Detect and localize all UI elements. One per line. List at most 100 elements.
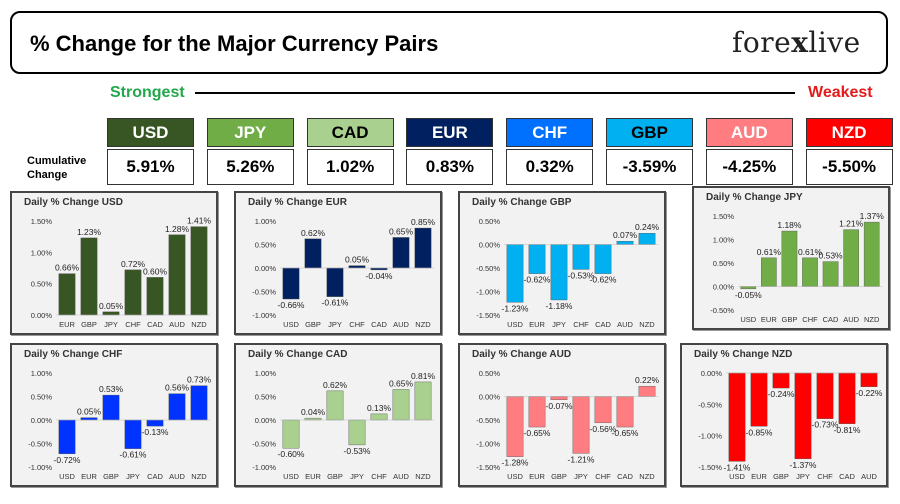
currency-code: EUR <box>406 118 494 147</box>
y-tick-label: 0.00% <box>255 416 277 425</box>
x-category-label: NZD <box>639 320 655 329</box>
cumulative-change-value: 0.83% <box>406 149 494 185</box>
data-label: -0.61% <box>120 450 147 460</box>
data-label: -0.05% <box>735 290 762 300</box>
chart-title: Daily % Change CAD <box>248 349 348 360</box>
chart-panel-1: Daily % Change EUR -1.00% -0.50% 0.00% 0.50%… <box>234 191 442 335</box>
data-label: -0.22% <box>856 388 883 398</box>
bar-jpy <box>102 311 120 316</box>
y-tick-label: 0.00% <box>713 283 735 292</box>
data-label: -0.66% <box>278 300 305 310</box>
cumulative-change-value: -3.59% <box>606 149 693 185</box>
data-label: -1.21% <box>568 454 595 464</box>
y-tick-label: -1.50% <box>698 463 722 472</box>
currency-tile-cad: CAD 1.02% <box>306 118 394 185</box>
bar-chart: -1.50% -1.00% -0.50% 0.00% 0.50% -1.28% USD -0.… <box>476 369 659 481</box>
data-label: -1.23% <box>502 303 529 313</box>
x-category-label: EUR <box>529 472 545 481</box>
data-label: 0.53% <box>99 384 124 394</box>
x-category-label: NZD <box>864 315 880 324</box>
bar-aud <box>392 389 410 421</box>
data-label: -0.53% <box>344 446 371 456</box>
x-category-label: AUD <box>169 320 185 329</box>
chart-panel-3: Daily % Change JPY -0.50% 0.00% 0.50% 1.00% 1… <box>692 186 890 330</box>
x-category-label: USD <box>507 472 523 481</box>
x-category-label: EUR <box>751 472 767 481</box>
bar-gbp <box>781 230 798 287</box>
bar-nzd <box>190 385 208 421</box>
chart-panel-0: Daily % Change USD 0.00% 0.50% 1.00% 1.50% 0.… <box>10 191 218 335</box>
data-label: 0.66% <box>55 263 80 273</box>
y-tick-label: 1.00% <box>31 369 53 378</box>
data-label: 1.21% <box>839 219 864 229</box>
data-label: 0.72% <box>121 259 146 269</box>
x-category-label: AUD <box>617 320 633 329</box>
data-label: -1.37% <box>790 460 817 470</box>
data-label: 1.37% <box>860 211 885 221</box>
x-category-label: CHF <box>125 320 141 329</box>
data-label: 1.41% <box>187 216 212 226</box>
x-category-label: GBP <box>782 315 798 324</box>
y-tick-label: 0.50% <box>479 369 501 378</box>
data-label: 0.62% <box>301 228 326 238</box>
y-tick-label: -0.50% <box>698 400 722 409</box>
y-tick-label: -1.00% <box>252 463 276 472</box>
currency-code: GBP <box>606 118 693 147</box>
x-category-label: CAD <box>839 472 855 481</box>
cumulative-change-value: 0.32% <box>506 149 594 185</box>
data-label: -0.04% <box>366 271 393 281</box>
y-tick-label: 0.00% <box>31 416 53 425</box>
bar-chf <box>348 265 366 269</box>
currency-code: CAD <box>306 118 394 147</box>
bar-jpy <box>326 267 344 297</box>
bar-aud <box>392 237 410 269</box>
bar-cad <box>616 396 634 428</box>
x-category-label: USD <box>507 320 523 329</box>
x-category-label: GBP <box>327 472 343 481</box>
y-tick-label: 1.00% <box>255 369 277 378</box>
chart-title: Daily % Change GBP <box>472 197 572 208</box>
chart-panel-7: Daily % Change NZD -1.50% -1.00% -0.50% 0.00… <box>680 343 888 487</box>
y-tick-label: -1.00% <box>476 440 500 449</box>
y-tick-label: 1.50% <box>31 217 53 226</box>
bar-chart: -1.50% -1.00% -0.50% 0.00% -1.41%USD -0.85% EU… <box>698 369 883 481</box>
currency-code: USD <box>107 118 194 147</box>
x-category-label: CHF <box>349 320 365 329</box>
bar-nzd <box>638 385 656 397</box>
x-category-label: GBP <box>305 320 321 329</box>
y-tick-label: -1.50% <box>476 463 500 472</box>
x-category-label: GBP <box>551 472 567 481</box>
bar-cad <box>594 244 612 274</box>
x-category-label: CHF <box>802 315 818 324</box>
x-category-label: AUD <box>169 472 185 481</box>
bar-chf <box>594 396 612 424</box>
bar-eur <box>528 244 546 274</box>
bar-chf <box>370 413 388 421</box>
bar-chart: 0.00% 0.50% 1.00% 1.50% 0.66% EUR 1.23% GBP0.05… <box>31 216 212 329</box>
bar-eur <box>58 273 76 316</box>
chart-panel-4: Daily % Change CHF -1.00% -0.50% 0.00% 0.50%… <box>10 343 218 487</box>
x-category-label: CAD <box>147 320 163 329</box>
x-category-label: USD <box>59 472 75 481</box>
cumulative-change-label: Cumulative Change <box>27 155 87 181</box>
y-tick-label: 0.00% <box>479 393 501 402</box>
x-category-label: JPY <box>350 472 364 481</box>
data-label: -1.28% <box>502 458 529 468</box>
chart-title: Daily % Change JPY <box>706 192 803 203</box>
data-label: -1.18% <box>546 301 573 311</box>
bar-nzd <box>190 226 208 316</box>
bar-usd <box>282 267 300 300</box>
bar-chf <box>572 244 590 270</box>
data-label: 0.24% <box>635 222 660 232</box>
chart-title: Daily % Change NZD <box>694 349 793 360</box>
y-tick-label: -0.50% <box>476 416 500 425</box>
x-category-label: CAD <box>823 315 839 324</box>
data-label: -0.62% <box>524 275 551 285</box>
bar-gbp <box>304 238 322 269</box>
page-title: % Change for the Major Currency Pairs <box>30 31 439 56</box>
bar-cad <box>146 419 164 427</box>
chart-panel-5: Daily % Change CAD -1.00% -0.50% 0.00% 0.50%… <box>234 343 442 487</box>
x-category-label: USD <box>729 472 745 481</box>
bar-gbp <box>326 390 344 421</box>
data-label: 0.04% <box>301 407 326 417</box>
